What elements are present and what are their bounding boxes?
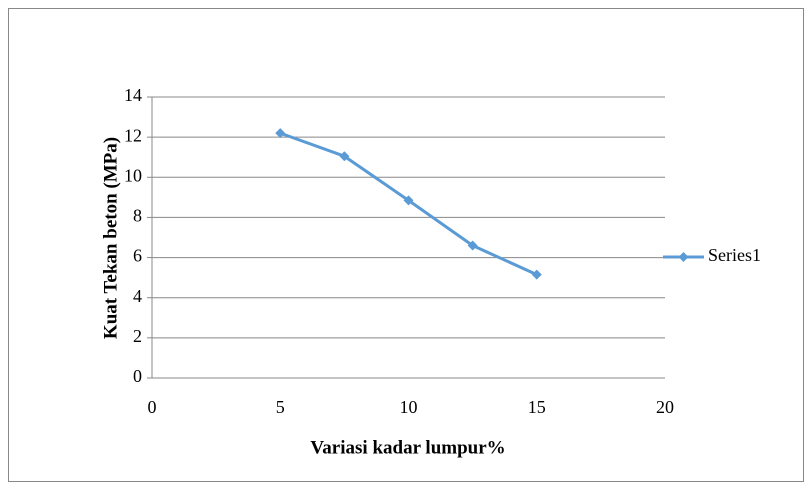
- legend-label: Series1: [708, 245, 761, 265]
- y-tick-label: 2: [133, 326, 142, 346]
- data-point: [467, 240, 478, 251]
- y-axis-label: Kuat Tekan beton (MPa): [100, 137, 121, 339]
- x-tick-label: 0: [148, 397, 157, 417]
- x-tick-label: 15: [528, 397, 546, 417]
- y-tick-label: 14: [124, 85, 142, 105]
- x-axis-label: Variasi kadar lumpur%: [310, 437, 505, 458]
- data-point: [275, 128, 286, 139]
- y-tick-label: 0: [133, 366, 142, 386]
- x-tick-label: 10: [400, 397, 418, 417]
- y-tick-label: 6: [133, 246, 142, 266]
- y-tick-label: 10: [124, 165, 142, 185]
- y-tick-label: 4: [133, 286, 142, 306]
- y-tick-label: 12: [124, 125, 142, 145]
- y-tick-label: 8: [133, 206, 142, 226]
- data-point: [531, 269, 542, 280]
- legend-marker: [678, 252, 689, 262]
- data-point: [403, 195, 414, 206]
- chart-border: [8, 8, 804, 482]
- x-tick-label: 5: [276, 397, 285, 417]
- x-tick-label: 20: [656, 397, 674, 417]
- data-point: [339, 151, 350, 162]
